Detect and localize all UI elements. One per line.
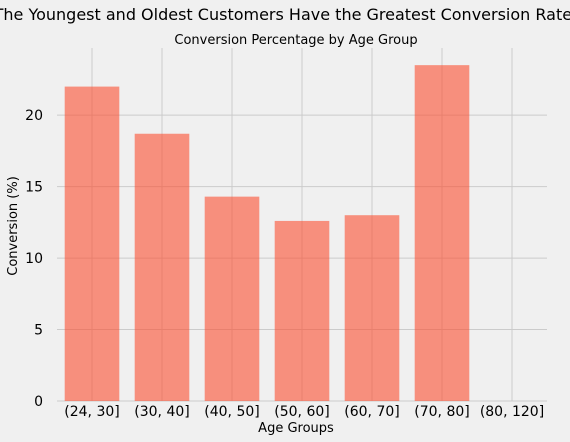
x-tick-label-5: (70, 80] — [414, 404, 469, 420]
bar-1 — [134, 133, 190, 401]
bar-5 — [414, 65, 470, 402]
x-tick-label-0: (24, 30] — [64, 404, 119, 420]
y-tick-label-2: 10 — [25, 251, 43, 267]
chart-title: Conversion Percentage by Age Group — [174, 33, 417, 48]
x-tick-label-3: (50, 60] — [274, 404, 329, 420]
bar-3 — [274, 220, 330, 401]
y-axis-label: Conversion (%) — [6, 176, 21, 276]
x-axis-label: Age Groups — [258, 421, 334, 436]
y-tick-label-4: 20 — [25, 108, 43, 124]
y-axis-ticks: 0 5 10 15 20 — [25, 108, 43, 410]
bars — [64, 65, 470, 402]
x-tick-label-1: (30, 40] — [134, 404, 189, 420]
x-tick-label-2: (40, 50] — [204, 404, 259, 420]
bar-4 — [344, 215, 400, 401]
y-tick-label-3: 15 — [25, 180, 43, 196]
bar-0 — [64, 86, 120, 402]
x-tick-label-6: (80, 120] — [480, 404, 544, 420]
figure-suptitle: The Youngest and Oldest Customers Have t… — [0, 5, 570, 24]
x-tick-label-4: (60, 70] — [344, 404, 399, 420]
bar-2 — [204, 196, 260, 401]
y-tick-label-0: 0 — [34, 394, 43, 410]
y-tick-label-1: 5 — [34, 323, 43, 339]
x-axis-ticks: (24, 30] (30, 40] (40, 50] (50, 60] (60, 70]… — [64, 404, 544, 420]
